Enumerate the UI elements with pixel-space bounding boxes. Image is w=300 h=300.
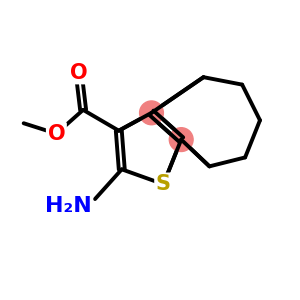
Circle shape: [140, 101, 164, 125]
Circle shape: [169, 128, 193, 152]
Text: O: O: [70, 63, 88, 83]
Text: H₂N: H₂N: [45, 196, 92, 217]
Text: S: S: [156, 174, 171, 194]
Text: O: O: [48, 124, 65, 144]
